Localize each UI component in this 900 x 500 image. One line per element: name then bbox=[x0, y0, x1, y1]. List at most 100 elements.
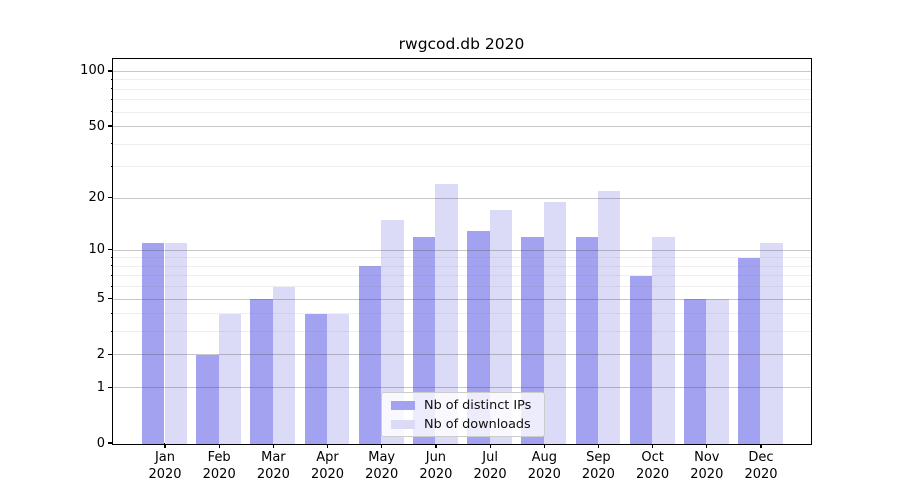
y-tick-mark-minor bbox=[110, 256, 113, 258]
gridline-major bbox=[112, 70, 811, 72]
gridline-minor bbox=[112, 79, 811, 81]
bar-nb-of-downloads-sep bbox=[597, 190, 621, 444]
legend-item-nb-of-distinct-ips: Nb of distinct IPs bbox=[391, 398, 535, 413]
x-tick-year: 2020 bbox=[527, 466, 561, 482]
y-tick-mark-minor bbox=[110, 88, 113, 90]
gridline-minor bbox=[112, 313, 811, 315]
y-tick-label: 0 bbox=[96, 435, 105, 451]
x-tick-month: Nov bbox=[694, 450, 720, 465]
x-tick-month: Dec bbox=[748, 450, 774, 465]
y-tick-mark-minor bbox=[110, 78, 113, 80]
chart-title: rwgcod.db 2020 bbox=[398, 35, 525, 53]
legend-swatch-nb-of-distinct-ips bbox=[391, 400, 415, 410]
y-tick-label: 50 bbox=[88, 118, 105, 134]
x-tick-month: May bbox=[368, 450, 396, 465]
x-tick-year: 2020 bbox=[636, 466, 670, 482]
y-tick-label: 100 bbox=[80, 63, 105, 79]
x-tick-year: 2020 bbox=[310, 466, 345, 482]
y-tick-mark-minor bbox=[110, 110, 113, 113]
bar-nb-of-distinct-ips-jan bbox=[142, 243, 165, 444]
x-tick-label-sep: Sep 2020 bbox=[582, 450, 615, 483]
x-tick-mark bbox=[543, 443, 545, 448]
y-tick-mark bbox=[108, 442, 113, 444]
x-tick-label-mar: Mar 2020 bbox=[257, 450, 290, 483]
bar-nb-of-distinct-ips-sep bbox=[575, 236, 598, 444]
x-tick-mark bbox=[597, 443, 600, 448]
legend: Nb of distinct IPs Nb of downloads bbox=[381, 392, 545, 437]
y-tick-mark bbox=[108, 196, 113, 199]
x-tick-label-jul: Jul 2020 bbox=[474, 450, 507, 483]
y-tick-mark-minor bbox=[110, 285, 113, 287]
gridline-minor bbox=[112, 257, 811, 259]
gridline-major bbox=[112, 197, 811, 199]
x-tick-month: Jul bbox=[482, 450, 498, 465]
x-tick-mark bbox=[760, 443, 762, 448]
bar-nb-of-distinct-ips-mar bbox=[250, 299, 273, 444]
bar-nb-of-downloads-jun bbox=[435, 183, 458, 444]
x-tick-month: Jun bbox=[425, 450, 447, 465]
bar-nb-of-distinct-ips-jun bbox=[413, 236, 436, 444]
x-tick-month: Feb bbox=[207, 450, 231, 465]
x-tick-month: Aug bbox=[531, 450, 557, 465]
gridline-minor bbox=[112, 88, 811, 90]
gridline-minor bbox=[112, 111, 811, 113]
y-tick-label: 5 bbox=[96, 291, 105, 306]
x-tick-label-apr: Apr 2020 bbox=[311, 450, 344, 483]
y-tick-mark-minor bbox=[110, 330, 113, 332]
bar-nb-of-downloads-mar bbox=[272, 286, 296, 444]
gridline-major bbox=[112, 387, 811, 389]
gridline-minor bbox=[112, 331, 811, 333]
x-tick-label-aug: Aug 2020 bbox=[528, 450, 561, 483]
y-tick-mark bbox=[108, 353, 113, 356]
gridline-minor bbox=[112, 275, 811, 277]
x-tick-year: 2020 bbox=[690, 466, 724, 482]
y-tick-mark-minor bbox=[110, 265, 113, 267]
x-tick-year: 2020 bbox=[419, 466, 453, 482]
x-tick-year: 2020 bbox=[256, 466, 290, 482]
bar-nb-of-distinct-ips-feb bbox=[196, 354, 219, 444]
gridline-minor bbox=[112, 166, 811, 168]
y-tick-mark-minor bbox=[110, 312, 113, 314]
y-tick-mark bbox=[108, 386, 113, 388]
x-tick-month: Oct bbox=[641, 450, 664, 465]
bar-nb-of-downloads-dec bbox=[760, 243, 783, 444]
x-tick-mark bbox=[381, 443, 383, 448]
x-tick-mark bbox=[706, 443, 708, 448]
x-tick-mark bbox=[164, 443, 166, 448]
x-tick-year: 2020 bbox=[148, 466, 182, 482]
x-tick-month: Sep bbox=[586, 450, 611, 465]
legend-label-nb-of-downloads: Nb of downloads bbox=[424, 416, 531, 432]
gridline-minor bbox=[112, 143, 811, 145]
y-tick-label: 20 bbox=[88, 190, 105, 205]
gridline-major bbox=[112, 249, 811, 251]
y-tick-mark bbox=[108, 297, 113, 300]
legend-swatch-nb-of-downloads bbox=[391, 419, 415, 429]
x-tick-label-oct: Oct 2020 bbox=[636, 450, 669, 483]
bar-nb-of-downloads-apr bbox=[327, 313, 350, 444]
plot-area bbox=[111, 57, 812, 445]
x-tick-month: Mar bbox=[261, 450, 286, 465]
bar-nb-of-distinct-ips-may bbox=[358, 266, 382, 444]
plot-inner bbox=[112, 59, 811, 444]
legend-label-nb-of-distinct-ips: Nb of distinct IPs bbox=[424, 397, 532, 413]
x-tick-mark bbox=[489, 443, 491, 448]
bar-nb-of-distinct-ips-apr bbox=[304, 313, 328, 444]
x-tick-mark bbox=[435, 443, 437, 448]
x-tick-year: 2020 bbox=[581, 466, 615, 482]
x-tick-mark bbox=[218, 443, 220, 448]
y-tick-mark-minor bbox=[110, 165, 113, 167]
bar-nb-of-downloads-jan bbox=[164, 243, 187, 444]
y-tick-mark bbox=[108, 125, 113, 127]
x-tick-label-feb: Feb 2020 bbox=[203, 450, 236, 483]
bar-nb-of-downloads-may bbox=[381, 219, 404, 444]
legend-item-nb-of-downloads: Nb of downloads bbox=[391, 417, 535, 432]
gridline-major bbox=[112, 126, 811, 127]
bar-nb-of-distinct-ips-aug bbox=[521, 236, 544, 444]
y-tick-label: 2 bbox=[96, 346, 105, 362]
y-tick-mark-minor bbox=[110, 143, 113, 145]
y-tick-mark bbox=[108, 70, 113, 72]
gridline-minor bbox=[112, 99, 811, 101]
bar-nb-of-downloads-feb bbox=[218, 313, 242, 444]
x-tick-month: Apr bbox=[316, 450, 339, 465]
x-tick-mark bbox=[652, 443, 654, 448]
